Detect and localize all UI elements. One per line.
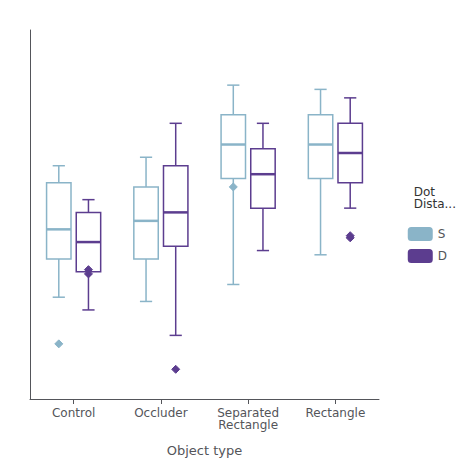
svg-text:Rectangle: Rectangle xyxy=(218,418,278,432)
svg-text:Occluder: Occluder xyxy=(134,406,188,420)
svg-text:D: D xyxy=(438,249,447,263)
svg-text:Object type: Object type xyxy=(167,443,243,458)
svg-text:S: S xyxy=(438,227,446,241)
svg-text:Dista...: Dista... xyxy=(414,197,456,211)
svg-text:Separated: Separated xyxy=(217,406,280,420)
svg-text:Rectangle: Rectangle xyxy=(305,406,365,420)
svg-text:Control: Control xyxy=(52,406,95,420)
svg-text:Dot: Dot xyxy=(413,185,435,199)
